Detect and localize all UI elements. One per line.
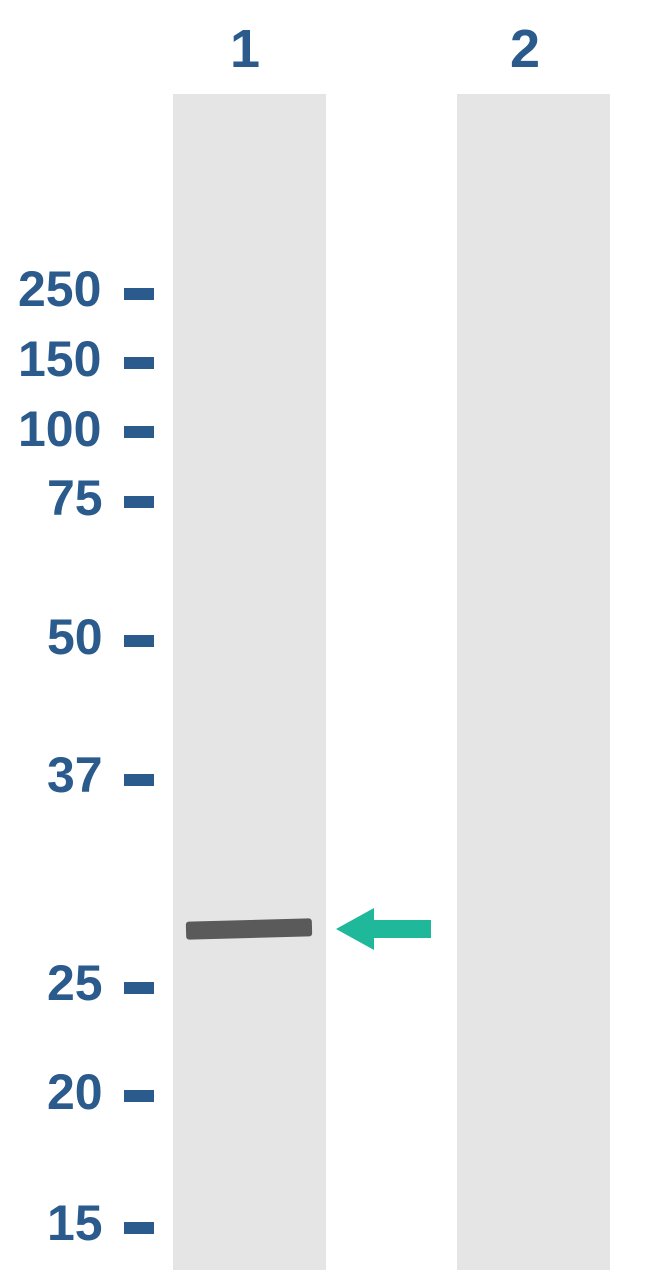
marker-tick-20: [124, 1090, 154, 1102]
marker-label-37: 37: [47, 746, 103, 804]
protein-band: [186, 918, 312, 939]
lane-1: [173, 94, 326, 1270]
marker-tick-250: [124, 288, 154, 300]
marker-tick-50: [124, 635, 154, 647]
marker-label-25: 25: [47, 954, 103, 1012]
marker-tick-37: [124, 774, 154, 786]
marker-label-100: 100: [18, 400, 101, 458]
marker-tick-25: [124, 982, 154, 994]
marker-label-50: 50: [47, 608, 103, 666]
lane-2: [457, 94, 610, 1270]
marker-tick-15: [124, 1222, 154, 1234]
western-blot-figure: 1 2 250 150 100 75 50 37 25 20 15: [0, 0, 650, 1270]
lane-1-label: 1: [230, 18, 260, 80]
marker-label-150: 150: [18, 330, 101, 388]
lane-2-label: 2: [510, 18, 540, 80]
marker-label-15: 15: [47, 1194, 103, 1252]
marker-label-20: 20: [47, 1063, 103, 1121]
band-arrow-icon: [336, 908, 431, 950]
marker-label-250: 250: [18, 260, 101, 318]
marker-tick-75: [124, 496, 154, 508]
marker-label-75: 75: [47, 469, 103, 527]
marker-tick-100: [124, 426, 154, 438]
marker-tick-150: [124, 357, 154, 369]
